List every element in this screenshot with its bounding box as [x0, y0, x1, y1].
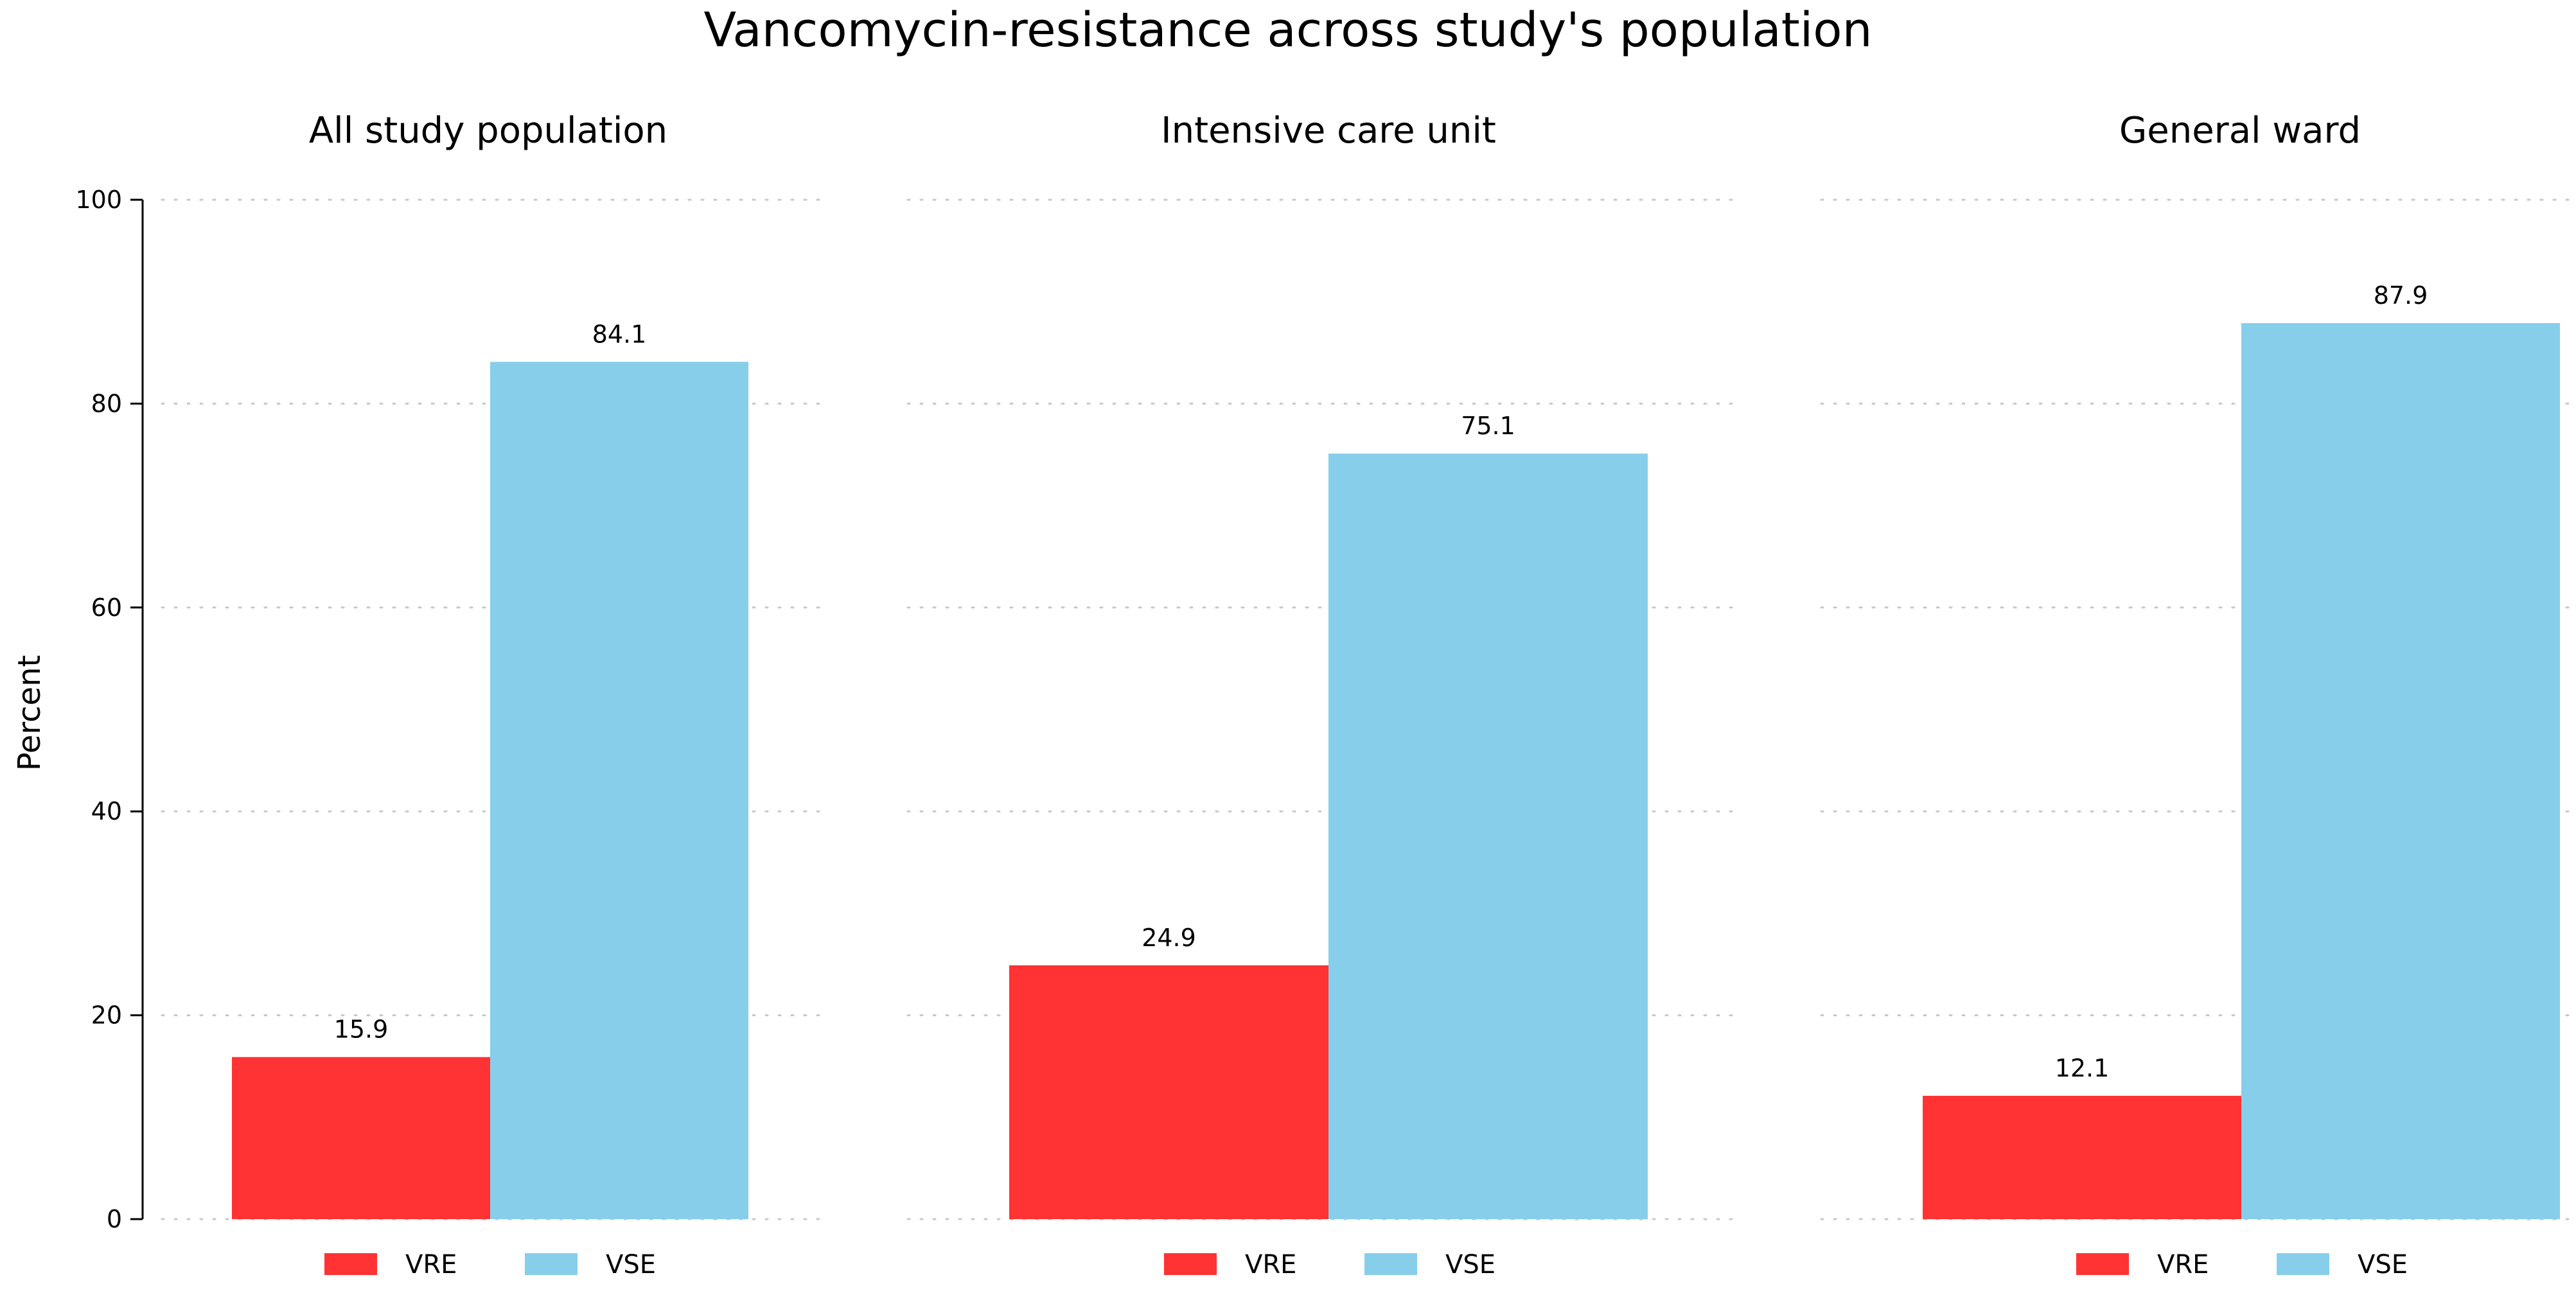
legend-swatch-vre — [1164, 1253, 1217, 1275]
legend: VRE VSE — [2076, 1250, 2408, 1280]
panel-1: All study population 15.9 84.1 VRE VSE — [161, 110, 830, 1280]
legend: VRE VSE — [324, 1250, 656, 1280]
y-axis-ticks: 0 20 40 60 80 100 — [75, 186, 143, 1233]
bar-vre — [1923, 1095, 2241, 1219]
legend-swatch-vre — [2076, 1253, 2129, 1275]
data-label-vse: 75.1 — [1461, 412, 1515, 440]
y-tick-label-20: 20 — [91, 1001, 122, 1030]
legend-swatch-vre — [324, 1253, 377, 1275]
data-label-vse: 84.1 — [592, 320, 647, 348]
y-tick-label-60: 60 — [91, 594, 122, 622]
panel-3: General ward 12.1 87.9 VRE VSE — [1820, 110, 2576, 1280]
chart-title: Vancomycin-resistance across study's pop… — [704, 3, 1873, 58]
data-label-vre: 15.9 — [334, 1016, 389, 1044]
data-label-vse: 87.9 — [2374, 281, 2428, 310]
data-label-vre: 24.9 — [1142, 924, 1196, 952]
panel-title: Intensive care unit — [1161, 110, 1496, 152]
legend-label-vse: VSE — [606, 1250, 656, 1280]
legend-label-vre: VRE — [405, 1250, 457, 1280]
bar-vse — [490, 362, 748, 1219]
legend-label-vre: VRE — [1245, 1250, 1296, 1280]
y-axis-label: Percent — [12, 655, 48, 771]
y-tick-label-0: 0 — [107, 1205, 122, 1233]
bar-vre — [232, 1057, 490, 1219]
y-tick-label-80: 80 — [91, 389, 122, 418]
y-tick-label-40: 40 — [91, 797, 122, 825]
legend: VRE VSE — [1164, 1250, 1495, 1280]
legend-label-vre: VRE — [2157, 1250, 2209, 1280]
bar-vse — [2241, 323, 2560, 1220]
legend-label-vse: VSE — [2358, 1250, 2408, 1280]
bar-vre — [1009, 965, 1328, 1219]
data-label-vre: 12.1 — [2055, 1054, 2110, 1082]
bar-vse — [1328, 453, 1648, 1219]
legend-swatch-vse — [2277, 1253, 2329, 1275]
panel-2: Intensive care unit 24.9 75.1 VRE VSE — [906, 110, 1742, 1280]
legend-label-vse: VSE — [1445, 1250, 1495, 1280]
legend-swatch-vse — [1364, 1253, 1417, 1275]
panel-title: General ward — [2119, 110, 2361, 152]
panel-title: All study population — [309, 110, 667, 152]
legend-swatch-vse — [525, 1253, 578, 1275]
y-tick-label-100: 100 — [75, 186, 122, 214]
